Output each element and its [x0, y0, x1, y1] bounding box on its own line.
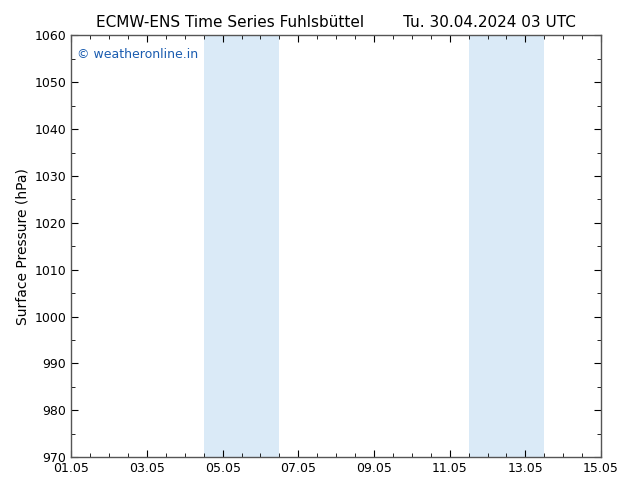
Bar	[204, 35, 280, 457]
Title: ECMW-ENS Time Series Fuhlsbüttel        Tu. 30.04.2024 03 UTC: ECMW-ENS Time Series Fuhlsbüttel Tu. 30.…	[96, 15, 576, 30]
Bar	[469, 35, 545, 457]
Y-axis label: Surface Pressure (hPa): Surface Pressure (hPa)	[15, 168, 29, 325]
Text: © weatheronline.in: © weatheronline.in	[77, 48, 198, 61]
